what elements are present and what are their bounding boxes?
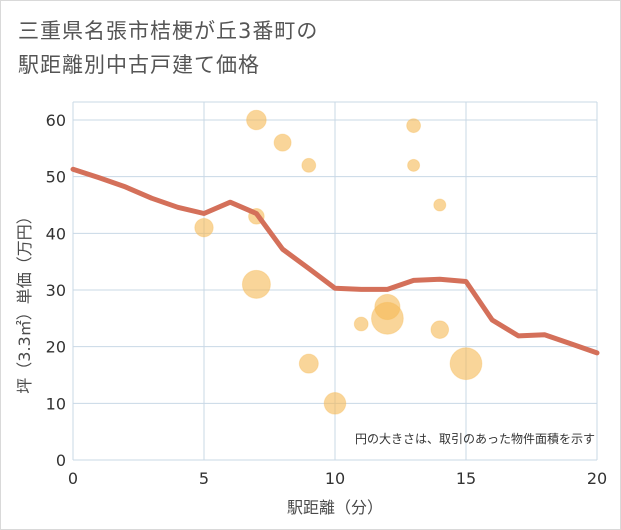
trend-line: [70, 166, 600, 356]
data-point-15: [323, 392, 347, 415]
y-tick-50: 50: [46, 168, 66, 187]
data-point-11: [353, 316, 369, 332]
y-axis-title: 坪（3.3㎡）単価（万円）: [15, 208, 34, 393]
x-axis-title: 駅距離（分）: [287, 498, 383, 517]
chart-title: 三重県名張市桔梗が丘3番町の 駅距離別中古戸建て価格: [18, 14, 318, 82]
x-tick-10: 10: [325, 469, 345, 488]
data-point-12: [430, 320, 450, 339]
data-point-2: [273, 133, 292, 152]
x-tick-20: 20: [587, 469, 607, 488]
y-tick-10: 10: [46, 394, 66, 413]
data-point-13: [298, 353, 319, 374]
data-point-8: [241, 269, 271, 299]
y-tick-60: 60: [46, 111, 66, 130]
y-tick-40: 40: [46, 224, 66, 243]
x-tick-15: 15: [456, 469, 476, 488]
data-point-5: [433, 198, 447, 212]
chart-title-line1: 三重県名張市桔梗が丘3番町の: [18, 19, 319, 43]
x-tick-0: 0: [68, 469, 78, 488]
data-point-3: [301, 157, 317, 173]
data-point-1: [406, 118, 422, 134]
y-tick-labels: 0 10 20 30 40 50 60: [46, 111, 66, 470]
x-tick-5: 5: [199, 469, 209, 488]
data-point-4: [407, 158, 421, 172]
data-point-7: [194, 217, 214, 238]
size-note: 円の大きさは、取引のあった物件面積を示す: [355, 431, 595, 446]
x-tick-labels: 0 5 10 15 20: [68, 469, 607, 488]
y-tick-0: 0: [56, 451, 66, 470]
data-point-10: [371, 301, 404, 335]
y-tick-20: 20: [46, 338, 66, 357]
data-point-14: [449, 347, 483, 381]
data-point-0: [246, 109, 267, 131]
y-tick-30: 30: [46, 281, 66, 300]
chart-title-line2: 駅距離別中古戸建て価格: [18, 53, 260, 77]
